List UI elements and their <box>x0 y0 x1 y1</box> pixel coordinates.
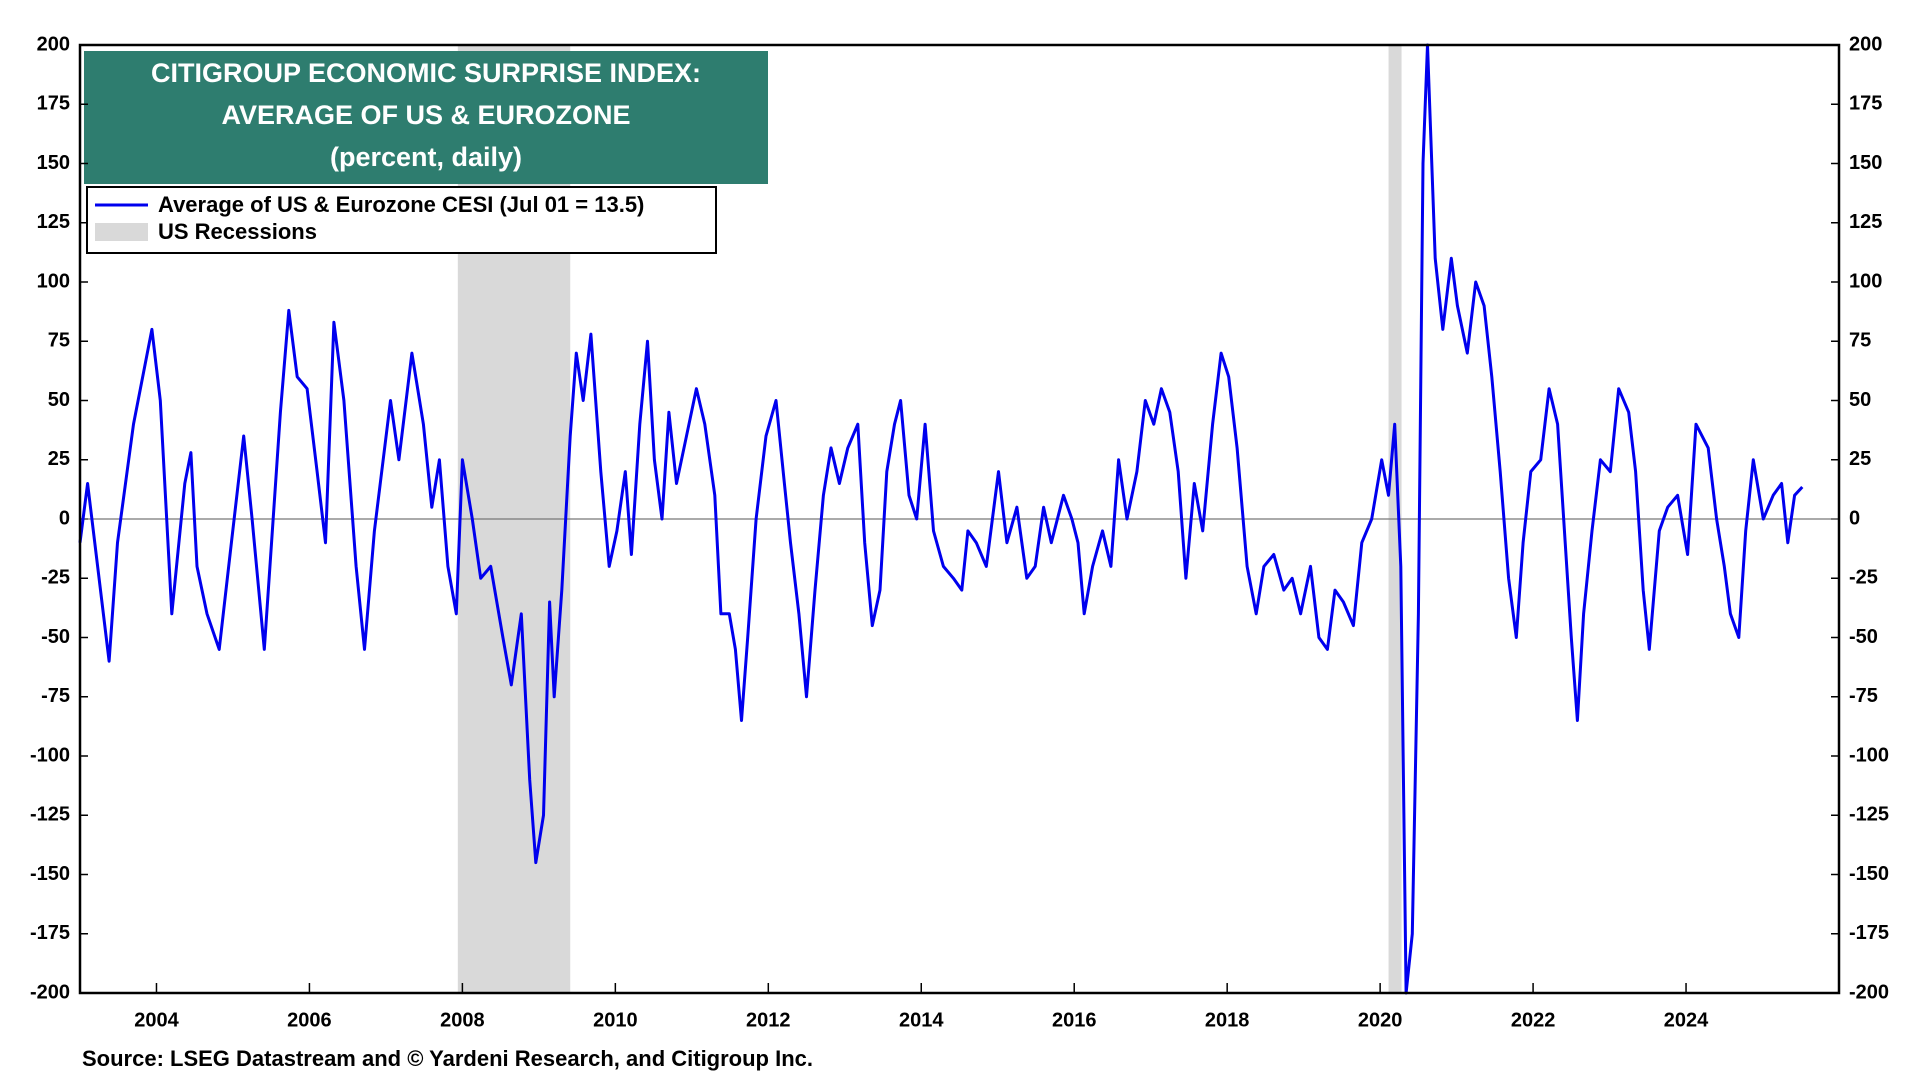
y2-tick-label: 175 <box>1849 93 1882 115</box>
y-tick-label: -75 <box>41 685 70 707</box>
y2-tick-label: 150 <box>1849 152 1882 174</box>
legend-box <box>86 186 717 254</box>
x-tick-label: 2022 <box>1511 1009 1556 1031</box>
y-tick-label: -50 <box>41 626 70 648</box>
x-tick-label: 2010 <box>593 1009 638 1031</box>
y-tick-label: -200 <box>30 981 70 1003</box>
x-tick-label: 2004 <box>134 1009 179 1031</box>
y-tick-label: 100 <box>37 270 70 292</box>
source-note: Source: LSEG Datastream and © Yardeni Re… <box>82 1046 813 1071</box>
x-tick-label: 2012 <box>746 1009 791 1031</box>
y-tick-label: 175 <box>37 93 70 115</box>
y-tick-label: 25 <box>48 448 70 470</box>
y2-tick-label: 0 <box>1849 507 1860 529</box>
y2-tick-label: -50 <box>1849 626 1878 648</box>
x-tick-label: 2016 <box>1052 1009 1097 1031</box>
x-tick-label: 2020 <box>1358 1009 1403 1031</box>
y2-tick-label: -100 <box>1849 744 1889 766</box>
legend-label: US Recessions <box>158 219 317 244</box>
y-tick-label: 75 <box>48 330 70 352</box>
y-tick-label: 50 <box>48 389 70 411</box>
y-tick-label: 0 <box>59 507 70 529</box>
x-tick-label: 2018 <box>1205 1009 1250 1031</box>
y-tick-label: -100 <box>30 744 70 766</box>
y-tick-label: 125 <box>37 211 70 233</box>
x-tick-label: 2024 <box>1664 1009 1709 1031</box>
plot-frame <box>78 43 1841 995</box>
data-line <box>78 43 1804 995</box>
y-tick-label: -25 <box>41 567 70 589</box>
y2-tick-label: -150 <box>1849 863 1889 885</box>
y2-tick-label: -75 <box>1849 685 1878 707</box>
legend-swatch <box>95 223 148 241</box>
y-tick-label: 200 <box>37 33 70 55</box>
y2-tick-label: -175 <box>1849 922 1889 944</box>
y2-tick-label: 100 <box>1849 270 1882 292</box>
y2-tick-label: 75 <box>1849 330 1871 352</box>
y2-tick-label: 50 <box>1849 389 1871 411</box>
y2-tick-label: 125 <box>1849 211 1882 233</box>
chart-title: AVERAGE OF US & EUROZONE <box>221 100 630 130</box>
x-tick-label: 2006 <box>287 1009 332 1031</box>
chart-subtitle: (percent, daily) <box>330 142 522 172</box>
legend-label: Average of US & Eurozone CESI (Jul 01 = … <box>158 192 644 217</box>
x-tick-label: 2014 <box>899 1009 944 1031</box>
y2-tick-label: -125 <box>1849 804 1889 826</box>
title-box <box>84 51 768 184</box>
y2-tick-label: -25 <box>1849 567 1878 589</box>
y-tick-label: 150 <box>37 152 70 174</box>
chart-title: CITIGROUP ECONOMIC SURPRISE INDEX: <box>151 58 701 88</box>
y2-tick-label: 25 <box>1849 448 1871 470</box>
y-tick-label: -125 <box>30 804 70 826</box>
y2-tick-label: 200 <box>1849 33 1882 55</box>
y-tick-label: -150 <box>30 863 70 885</box>
x-tick-label: 2008 <box>440 1009 485 1031</box>
y-tick-label: -175 <box>30 922 70 944</box>
y2-tick-label: -200 <box>1849 981 1889 1003</box>
